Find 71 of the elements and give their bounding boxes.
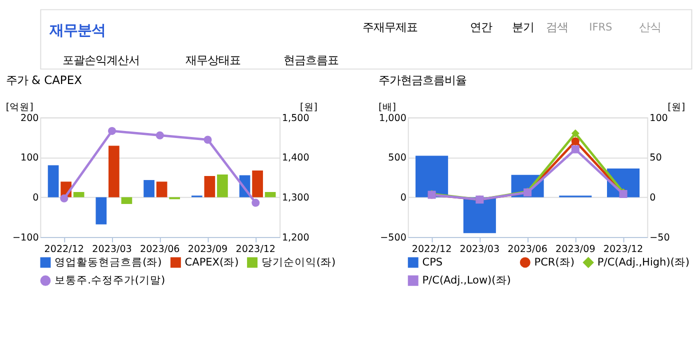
- chart-title: 주가 & CAPEX: [6, 72, 82, 87]
- x-tick-label: 2023/03: [460, 244, 500, 255]
- x-tick-label: 2023/09: [188, 244, 228, 255]
- legend-label: CPS: [422, 256, 443, 268]
- y-axis-title: [배]: [378, 102, 396, 114]
- legend-label: 보통주.수정주가(기말): [54, 274, 166, 287]
- point: [571, 137, 580, 146]
- y2-tick-label: −50: [650, 232, 670, 244]
- y-tick-label: −500: [380, 232, 406, 244]
- y2-tick-label: 1,400: [282, 152, 310, 164]
- y-tick-label: 500: [388, 152, 406, 164]
- bar: [463, 197, 496, 234]
- point: [571, 145, 580, 154]
- y-axis-title: [억원]: [6, 102, 34, 114]
- x-tick-label: 2023/06: [508, 244, 548, 255]
- y2-tick-label: 1,200: [282, 232, 310, 244]
- y-tick-label: 100: [20, 152, 39, 164]
- legend-label: P/C(Adj.,Low)(좌): [422, 274, 511, 287]
- text: 주재무제표: [362, 20, 418, 34]
- legend-label: PCR(좌): [534, 256, 574, 268]
- bar: [144, 180, 154, 198]
- bar: [156, 182, 168, 198]
- x-tick-label: 2023/12: [236, 244, 276, 255]
- point: [108, 126, 116, 135]
- bar: [204, 176, 216, 198]
- bar: [96, 197, 107, 224]
- y-tick-label: −100: [12, 232, 39, 244]
- y2-tick-label: 50: [650, 152, 662, 164]
- y-tick-label: 1,000: [379, 112, 406, 124]
- x-tick-label: 2022/12: [44, 244, 84, 255]
- bar: [252, 170, 263, 198]
- point: [252, 198, 260, 207]
- text: 재무분석: [48, 23, 106, 40]
- bar: [48, 165, 59, 198]
- x-tick-label: 2023/03: [92, 244, 132, 255]
- y-tick-label: 0: [400, 192, 406, 204]
- bar: [416, 156, 448, 198]
- bar: [121, 197, 132, 204]
- x-tick-label: 2022/12: [412, 244, 452, 255]
- bar: [264, 192, 276, 198]
- y2-tick-label: 100: [650, 112, 668, 124]
- y2-axis-title: [원]: [668, 102, 686, 114]
- legend-label: 영업활동현금흐름(좌): [54, 256, 162, 268]
- text: 분기: [512, 20, 534, 34]
- x-tick-label: 2023/09: [556, 244, 596, 255]
- x-tick-label: 2023/06: [140, 244, 180, 255]
- text: 재무상태표: [186, 52, 241, 67]
- chart-title: 주가현금흐름비율: [378, 72, 466, 87]
- point: [204, 136, 212, 144]
- bar: [217, 174, 228, 198]
- bar: [73, 192, 84, 198]
- text: 산식: [639, 20, 662, 34]
- x-tick-label: 2023/12: [603, 244, 644, 255]
- point: [571, 129, 580, 138]
- legend-label: 당기순이익(좌): [261, 256, 336, 268]
- legend-label: CAPEX(좌): [184, 256, 239, 268]
- bar: [108, 146, 120, 198]
- y2-tick-label: 0: [650, 192, 656, 204]
- legend-label: P/C(Adj.,High)(좌): [597, 256, 690, 268]
- point: [156, 131, 164, 140]
- y2-tick-label: 1,500: [282, 112, 310, 124]
- text: 연간: [470, 20, 492, 34]
- text: IFRS: [589, 21, 613, 34]
- point: [60, 194, 68, 202]
- text: 현금흐름표: [284, 52, 339, 67]
- text: 포괄손익계산서: [62, 52, 140, 67]
- y2-axis-title: [원]: [300, 102, 318, 114]
- text: 검색: [546, 20, 568, 34]
- y2-tick-label: 1,300: [282, 192, 310, 204]
- y-tick-label: 200: [20, 112, 39, 124]
- y-tick-label: 0: [32, 192, 39, 204]
